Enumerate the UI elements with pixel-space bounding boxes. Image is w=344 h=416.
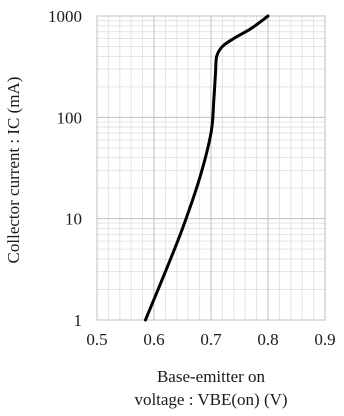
x-tick-label: 0.8: [257, 330, 278, 349]
x-tick-label: 0.6: [143, 330, 164, 349]
x-tick-label: 0.9: [314, 330, 335, 349]
x-axis-title-line-1: Base-emitter on: [157, 367, 266, 386]
x-axis-tick-labels: 0.5 0.6 0.7 0.8 0.9: [86, 330, 335, 349]
x-tick-label: 0.7: [200, 330, 222, 349]
y-tick-label: 100: [57, 108, 83, 127]
plot-area: [96, 14, 326, 322]
series-line: [143, 14, 270, 322]
y-tick-label: 10: [65, 210, 82, 229]
y-axis-tick-labels: 1 10 100 1000: [48, 7, 82, 330]
series-layer: [143, 14, 270, 322]
y-axis-title: Collector current : IC (mA): [4, 77, 23, 264]
plot-frame: [96, 15, 326, 321]
x-tick-label: 0.5: [86, 330, 107, 349]
y-tick-label: 1000: [48, 7, 82, 26]
x-axis-title-line-2: voltage : VBE(on) (V): [134, 390, 287, 409]
y-tick-label: 1: [74, 311, 83, 330]
